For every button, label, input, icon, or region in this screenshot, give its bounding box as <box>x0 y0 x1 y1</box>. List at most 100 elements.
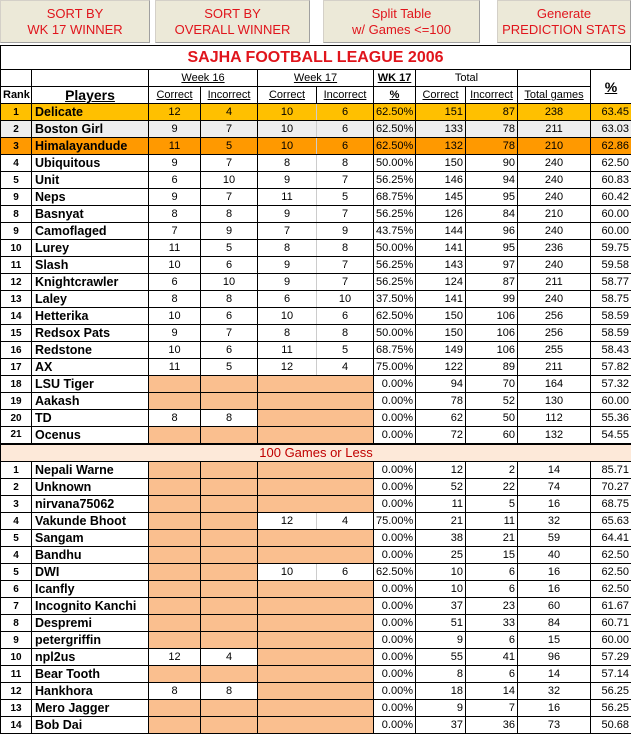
w17-correct-cell[interactable]: 9 <box>257 256 317 274</box>
rank-cell[interactable]: 1 <box>0 461 32 479</box>
total-games-cell[interactable]: 164 <box>517 375 591 393</box>
w16-correct-cell[interactable]: 8 <box>148 682 201 700</box>
rank-cell[interactable]: 5 <box>0 563 32 581</box>
total-games-cell[interactable]: 112 <box>517 409 591 427</box>
rank-cell[interactable]: 14 <box>0 307 32 325</box>
total-incorrect-cell[interactable]: 14 <box>465 682 518 700</box>
wk17-pct-cell[interactable]: 0.00% <box>373 546 416 564</box>
total-games-cell[interactable]: 240 <box>517 222 591 240</box>
total-games-cell[interactable]: 130 <box>517 392 591 410</box>
w16-incorrect-cell[interactable] <box>200 426 258 444</box>
percent-cell[interactable]: 56.25 <box>590 682 631 700</box>
total-correct-cell[interactable]: 38 <box>415 529 466 547</box>
total-games-cell[interactable]: 32 <box>517 682 591 700</box>
rank-cell[interactable]: 2 <box>0 478 32 496</box>
w17-incorrect-cell[interactable]: 5 <box>316 341 374 359</box>
wk17-pct-cell[interactable]: 56.25% <box>373 205 416 223</box>
percent-cell[interactable]: 50.68 <box>590 716 631 734</box>
w16-correct-cell[interactable]: 11 <box>148 239 201 257</box>
w16-incorrect-cell[interactable] <box>200 597 258 615</box>
w16-incorrect-cell[interactable] <box>200 665 258 683</box>
player-name-cell[interactable]: Himalayandude <box>31 137 149 155</box>
wk17-pct-cell[interactable]: 56.25% <box>373 256 416 274</box>
total-incorrect-cell[interactable]: 6 <box>465 665 518 683</box>
w17-correct-cell[interactable]: 10 <box>257 103 317 121</box>
player-name-cell[interactable]: Icanfly <box>31 580 149 598</box>
w17-empty-cell[interactable] <box>257 648 374 666</box>
w16-correct-cell[interactable] <box>148 529 201 547</box>
total-correct-cell[interactable]: 18 <box>415 682 466 700</box>
wk17-pct-cell[interactable]: 0.00% <box>373 529 416 547</box>
w16-incorrect-cell[interactable]: 10 <box>200 273 258 291</box>
percent-cell[interactable]: 59.58 <box>590 256 631 274</box>
percent-cell[interactable]: 60.42 <box>590 188 631 206</box>
w16-incorrect-cell[interactable]: 10 <box>200 171 258 189</box>
rank-cell[interactable]: 3 <box>0 495 32 513</box>
total-correct-cell[interactable]: 9 <box>415 699 466 717</box>
player-name-cell[interactable]: petergriffin <box>31 631 149 649</box>
total-incorrect-cell[interactable]: 70 <box>465 375 518 393</box>
wk17-pct-cell[interactable]: 0.00% <box>373 631 416 649</box>
total-correct-cell[interactable]: 133 <box>415 120 466 138</box>
wk17-pct-cell[interactable]: 68.75% <box>373 341 416 359</box>
total-correct-cell[interactable]: 10 <box>415 580 466 598</box>
wk17-pct-cell[interactable]: 0.00% <box>373 682 416 700</box>
player-name-cell[interactable]: DWI <box>31 563 149 581</box>
percent-cell[interactable]: 60.00 <box>590 205 631 223</box>
total-games-cell[interactable]: 211 <box>517 120 591 138</box>
w16-correct-cell[interactable] <box>148 631 201 649</box>
w17-correct-cell[interactable]: 8 <box>257 239 317 257</box>
total-correct-cell[interactable]: 143 <box>415 256 466 274</box>
wk17-pct-cell[interactable]: 0.00% <box>373 699 416 717</box>
total-games-cell[interactable]: 210 <box>517 205 591 223</box>
rank-cell[interactable]: 15 <box>0 324 32 342</box>
total-incorrect-cell[interactable]: 106 <box>465 341 518 359</box>
w16-correct-cell[interactable] <box>148 614 201 632</box>
player-name-cell[interactable]: Incognito Kanchi <box>31 597 149 615</box>
total-correct-cell[interactable]: 145 <box>415 188 466 206</box>
rank-cell[interactable]: 8 <box>0 614 32 632</box>
w17-correct-cell[interactable]: 8 <box>257 324 317 342</box>
player-name-cell[interactable]: Aakash <box>31 392 149 410</box>
w17-incorrect-cell[interactable]: 6 <box>316 120 374 138</box>
wk17-pct-cell[interactable]: 56.25% <box>373 171 416 189</box>
wk17-pct-cell[interactable]: 37.50% <box>373 290 416 308</box>
total-correct-cell[interactable]: 9 <box>415 631 466 649</box>
w16-incorrect-cell[interactable]: 8 <box>200 409 258 427</box>
rank-cell[interactable]: 17 <box>0 358 32 376</box>
percent-cell[interactable]: 60.00 <box>590 222 631 240</box>
w16-incorrect-cell[interactable]: 4 <box>200 648 258 666</box>
percent-cell[interactable]: 57.29 <box>590 648 631 666</box>
w16-correct-cell[interactable]: 8 <box>148 205 201 223</box>
percent-cell[interactable]: 55.36 <box>590 409 631 427</box>
player-name-cell[interactable]: Sangam <box>31 529 149 547</box>
w16-incorrect-cell[interactable]: 8 <box>200 290 258 308</box>
wk17-pct-cell[interactable]: 0.00% <box>373 495 416 513</box>
total-correct-cell[interactable]: 132 <box>415 137 466 155</box>
total-incorrect-cell[interactable]: 21 <box>465 529 518 547</box>
wk17-pct-cell[interactable]: 0.00% <box>373 409 416 427</box>
w16-correct-cell[interactable] <box>148 426 201 444</box>
w16-correct-cell[interactable]: 6 <box>148 171 201 189</box>
total-incorrect-cell[interactable]: 33 <box>465 614 518 632</box>
total-correct-cell[interactable]: 37 <box>415 597 466 615</box>
player-name-cell[interactable]: AX <box>31 358 149 376</box>
player-name-cell[interactable]: Lurey <box>31 239 149 257</box>
total-incorrect-cell[interactable]: 87 <box>465 103 518 121</box>
total-incorrect-cell[interactable]: 15 <box>465 546 518 564</box>
w17-incorrect-cell[interactable]: 5 <box>316 188 374 206</box>
total-incorrect-cell[interactable]: 22 <box>465 478 518 496</box>
player-name-cell[interactable]: Bob Dai <box>31 716 149 734</box>
player-name-cell[interactable]: Camoflaged <box>31 222 149 240</box>
total-correct-cell[interactable]: 146 <box>415 171 466 189</box>
wk17-pct-cell[interactable]: 62.50% <box>373 307 416 325</box>
total-games-cell[interactable]: 16 <box>517 580 591 598</box>
player-name-cell[interactable]: Bandhu <box>31 546 149 564</box>
wk17-pct-cell[interactable]: 62.50% <box>373 137 416 155</box>
total-games-cell[interactable]: 132 <box>517 426 591 444</box>
w16-correct-cell[interactable]: 10 <box>148 307 201 325</box>
player-name-cell[interactable]: Basnyat <box>31 205 149 223</box>
wk17-pct-cell[interactable]: 75.00% <box>373 512 416 530</box>
percent-cell[interactable]: 62.86 <box>590 137 631 155</box>
w17-correct-cell[interactable]: 11 <box>257 188 317 206</box>
